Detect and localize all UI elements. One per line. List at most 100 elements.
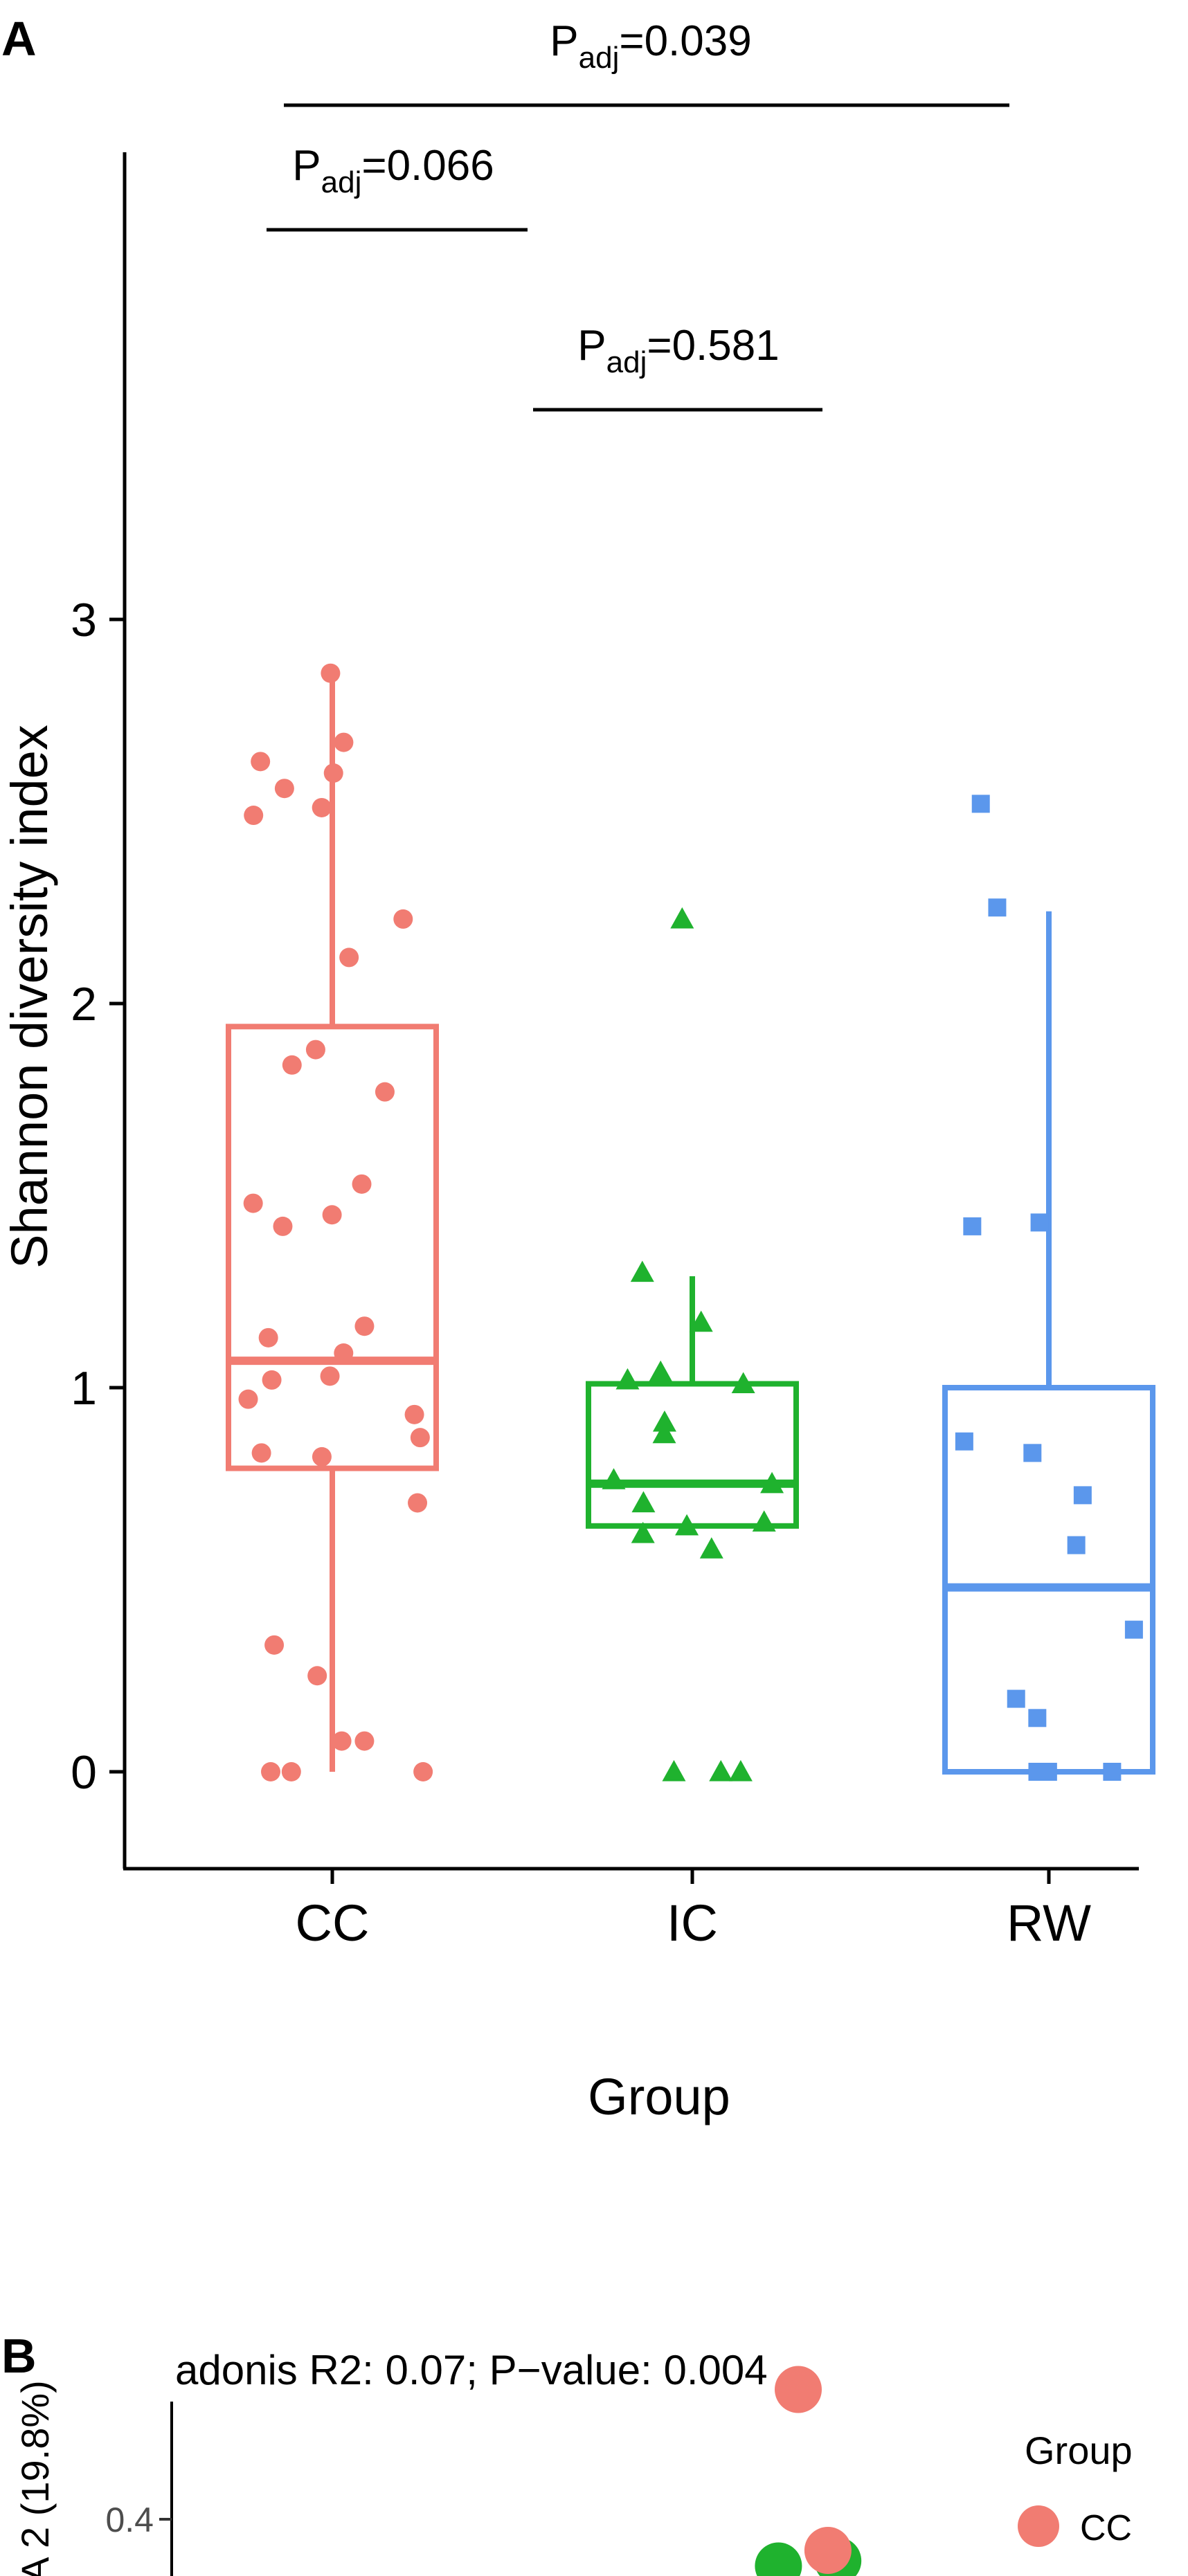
data-point-cc [258,1327,278,1348]
data-point-cc [312,797,332,817]
data-point-cc [354,1731,375,1751]
data-point-cc [264,1635,285,1655]
data-point-rw [1030,1213,1049,1232]
legend: Group CC [1018,2429,1133,2548]
data-point-cc [332,1731,352,1751]
data-point-ic [652,1422,676,1444]
data-point-cc [321,663,341,683]
data-point-cc [413,1762,433,1781]
x-ticks: CC IC RW [296,1869,1091,1952]
legend-swatch-cc [1018,2505,1059,2547]
scatter-point-ic [755,2542,802,2576]
jitter-points [238,663,1143,1781]
data-point-ic [670,907,694,929]
data-point-cc [354,1316,375,1336]
data-point-cc [273,1216,293,1236]
data-point-cc [282,1055,302,1075]
box-plots [226,673,1155,1775]
y-ticks: 0.4 [105,2501,172,2539]
legend-label-cc: CC [1080,2508,1132,2548]
data-point-ic [652,1410,676,1432]
scatter-point-cc [804,2527,852,2574]
data-point-cc [320,1366,340,1386]
data-point-cc [404,1404,424,1424]
panel-a-axes [123,152,1139,1871]
data-point-ic [689,1310,713,1332]
data-point-cc [410,1428,430,1448]
y-tick-label: 2 [71,978,97,1031]
data-point-cc [322,1205,342,1225]
data-point-rw [988,898,1007,917]
data-point-ic [760,1471,784,1494]
data-point-cc [323,763,343,783]
data-point-rw [1103,1763,1122,1781]
x-tick-label-ic: IC [667,1894,718,1952]
data-point-ic [631,1521,655,1543]
data-point-cc [305,1040,325,1060]
y-tick-label: 0.4 [105,2501,154,2539]
data-point-cc [281,1762,301,1781]
p-value-label: Padj=0.039 [550,17,751,75]
panel-b-label: B [1,2329,37,2383]
data-point-ic [649,1360,673,1382]
data-point-rw [1067,1536,1086,1554]
y-ticks: 0 1 2 3 [71,594,125,1799]
x-axis-title: Group [588,2068,730,2125]
data-point-cc [339,947,359,968]
data-point-cc [261,1762,281,1781]
data-point-cc [312,1446,332,1467]
data-point-cc [238,1389,258,1409]
data-point-ic [602,1468,626,1489]
legend-title: Group [1025,2429,1133,2472]
panel-a-chart: Padj=0.039 Padj=0.066 Padj=0.581 0 1 2 3 CC IC… [1,17,1155,2125]
scatter-point-cc [775,2366,822,2413]
data-point-ic [699,1537,723,1559]
data-point-rw [1073,1486,1092,1505]
data-point-cc [243,1193,263,1213]
x-tick-label-rw: RW [1007,1894,1091,1952]
data-point-ic [752,1510,776,1532]
data-point-ic [630,1260,654,1282]
data-point-rw [1007,1689,1025,1708]
data-point-ic [728,1760,753,1781]
scatter-points [755,2366,862,2576]
data-point-cc [274,779,294,799]
data-point-cc [251,1443,271,1463]
p-value-label: Padj=0.581 [577,322,779,379]
data-point-cc [375,1082,395,1102]
data-point-ic [631,1491,656,1513]
y-axis-title: PCoA 2 (19.8%) [13,2380,57,2576]
data-point-cc [408,1493,428,1513]
box-ic [586,1381,799,1529]
data-point-ic [731,1372,755,1394]
data-point-rw [1023,1444,1042,1462]
data-point-rw [963,1217,982,1235]
data-point-ic [675,1514,699,1536]
data-point-cc [393,909,413,929]
data-point-ic [709,1760,733,1781]
data-point-rw [955,1432,973,1451]
significance-brackets: Padj=0.039 Padj=0.066 Padj=0.581 [267,17,1009,412]
data-point-cc [334,1343,354,1363]
x-tick-label-cc: CC [296,1894,370,1952]
data-point-ic [662,1760,686,1781]
data-point-cc [307,1666,327,1686]
y-tick-label: 1 [71,1362,97,1415]
data-point-cc [352,1174,372,1194]
box-rw [942,1385,1155,1775]
data-point-cc [262,1370,282,1390]
data-point-cc [334,732,354,752]
y-axis-title: Shannon diversity index [1,725,58,1269]
panel-a-label: A [1,12,37,66]
box-cc [226,1024,439,1471]
data-point-rw [1028,1709,1047,1727]
data-point-rw [971,795,990,813]
panel-b-title: adonis R2: 0.07; P−value: 0.004 [175,2347,768,2393]
y-tick-label: 3 [71,594,97,646]
data-point-rw [1124,1620,1143,1639]
panel-b-chart: 0.4 PCoA 2 (19.8%) Group CC [13,2366,1133,2576]
data-point-rw [1028,1763,1047,1781]
y-tick-label: 0 [71,1746,97,1799]
data-point-ic [615,1368,640,1390]
